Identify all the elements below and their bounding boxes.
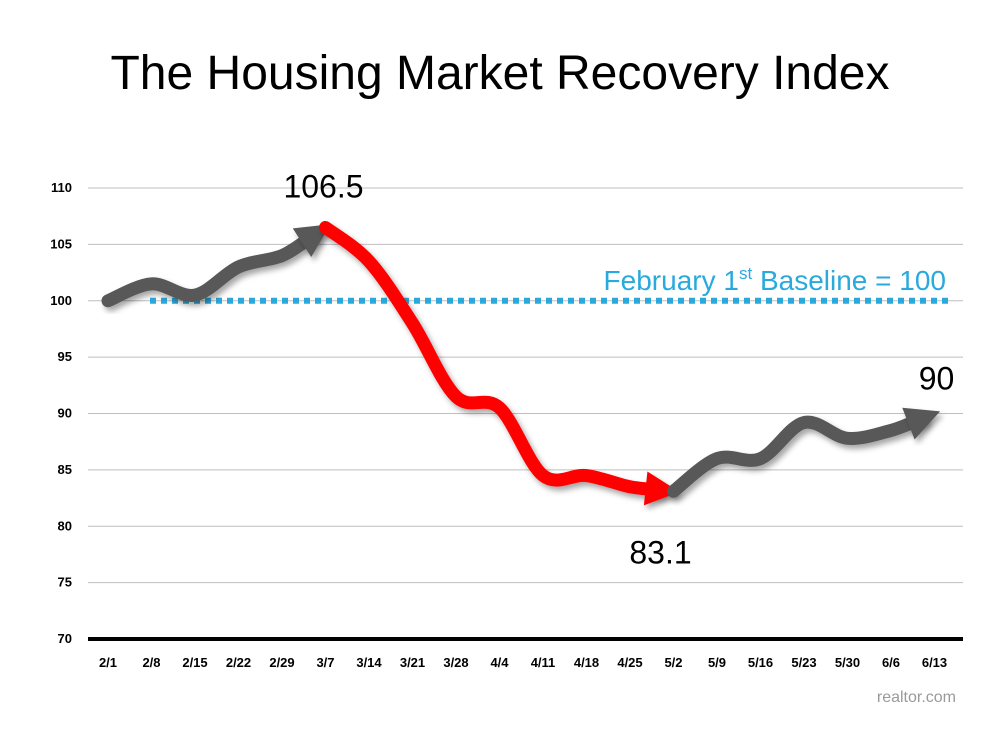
x-tick-label: 4/11 [531, 655, 556, 670]
x-tick-label: 2/29 [269, 655, 294, 670]
x-tick-label: 5/16 [748, 655, 773, 670]
data-callout: 106.5 [283, 168, 363, 204]
y-tick-label: 95 [58, 349, 72, 364]
x-tick-label: 4/18 [574, 655, 599, 670]
x-tick-label: 3/7 [316, 655, 334, 670]
series-segment [101, 228, 321, 308]
x-tick-label: 3/21 [400, 655, 425, 670]
x-tick-label: 4/4 [490, 655, 509, 670]
grid-lines [88, 187, 963, 584]
series-arrowhead [902, 407, 941, 440]
baseline: February 1st Baseline = 100 [150, 264, 950, 304]
series-arrowhead [643, 471, 680, 506]
y-tick-label: 105 [50, 236, 72, 251]
y-tick-label: 70 [58, 631, 72, 646]
y-tick-label: 85 [58, 462, 72, 477]
x-tick-label: 5/30 [835, 655, 860, 670]
annotations: 106.5 83.1 90 [283, 168, 954, 570]
chart-title: The Housing Market Recovery Index [110, 47, 890, 100]
x-tick-label: 2/8 [142, 655, 160, 670]
x-tick-label: 2/1 [99, 655, 117, 670]
data-callout: 83.1 [629, 534, 691, 570]
y-tick-label: 110 [51, 180, 72, 195]
x-tick-label: 2/15 [182, 655, 207, 670]
y-tick-label: 75 [58, 575, 72, 590]
series-arrowhead [292, 224, 331, 257]
baseline-label: February 1st Baseline = 100 [604, 264, 946, 296]
series-segment [667, 412, 928, 498]
x-tick-label: 3/28 [443, 655, 468, 670]
x-tick-label: 5/2 [664, 655, 682, 670]
y-tick-label: 80 [58, 518, 72, 533]
x-tick-label: 2/22 [226, 655, 251, 670]
source-credit: realtor.com [876, 689, 956, 706]
series-segment [319, 220, 667, 497]
x-tick-label: 5/23 [791, 655, 816, 670]
y-tick-label: 100 [50, 293, 72, 308]
x-tick-label: 4/25 [617, 655, 642, 670]
x-tick-label: 6/6 [882, 655, 900, 670]
axes: 110 105 100 95 90 85 80 75 70 2/1 2/8 2/15 2/22 2/29 3… [50, 180, 963, 670]
x-tick-label: 6/13 [922, 655, 947, 670]
x-tick-label: 5/9 [708, 655, 726, 670]
series-line [101, 220, 941, 506]
x-tick-label: 3/14 [356, 655, 382, 670]
y-tick-label: 90 [58, 406, 72, 421]
data-callout: 90 [919, 361, 955, 397]
